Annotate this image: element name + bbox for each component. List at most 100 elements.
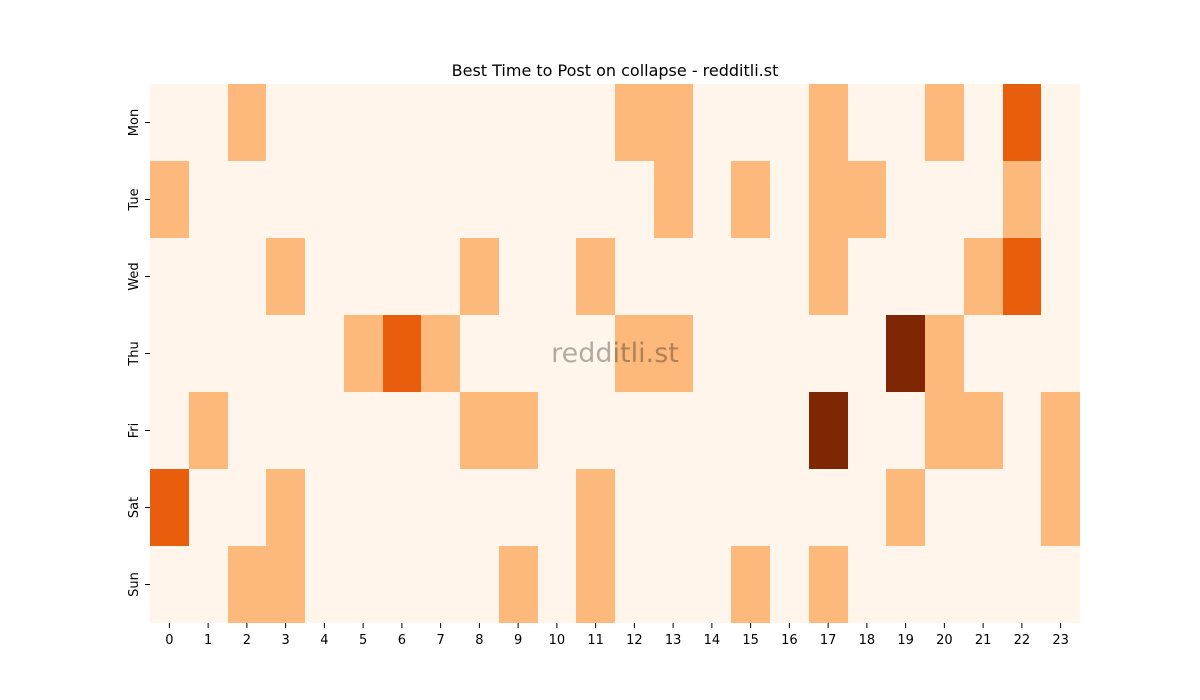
heatmap-cell-sun-18 — [848, 546, 886, 623]
heatmap-cell-sun-7 — [421, 546, 460, 623]
heatmap-cell-thu-18 — [848, 315, 886, 392]
heatmap-cell-tue-11 — [576, 161, 615, 238]
heatmap-cell-wed-17 — [809, 238, 848, 315]
heatmap-cell-sat-8 — [460, 469, 499, 546]
heatmap-cell-sun-11 — [576, 546, 615, 623]
y-tick-label-tue: Tue — [127, 188, 142, 211]
heatmap-cell-sun-10 — [538, 546, 576, 623]
heatmap-cell-sat-1 — [189, 469, 228, 546]
x-tick-label: 10 — [549, 633, 566, 648]
heatmap-cell-sun-9 — [499, 546, 538, 623]
heatmap-cell-fri-14 — [693, 392, 731, 469]
heatmap-cell-mon-17 — [809, 84, 848, 161]
x-tick-label: 3 — [281, 633, 289, 648]
heatmap-cell-thu-22 — [1003, 315, 1041, 392]
heatmap-cell-sun-19 — [886, 546, 925, 623]
heatmap-cell-mon-8 — [460, 84, 499, 161]
heatmap-cell-mon-21 — [964, 84, 1003, 161]
x-tick-label: 6 — [398, 633, 406, 648]
x-axis-ticks: 0 1 2 3 4 5 6 7 8 9 10 11 12 13 14 15 16 17 18 19 20 21 22 23 — [165, 623, 1069, 648]
heatmap-cell-mon-3 — [266, 84, 305, 161]
heatmap-cell-thu-1 — [189, 315, 228, 392]
heatmap-cell-sat-23 — [1041, 469, 1080, 546]
heatmap-cell-thu-2 — [228, 315, 266, 392]
heatmap-cell-sat-22 — [1003, 469, 1041, 546]
heatmap-cell-sat-17 — [809, 469, 848, 546]
heatmap-cell-fri-7 — [421, 392, 460, 469]
heatmap-cell-wed-9 — [499, 238, 538, 315]
x-tick-label: 16 — [781, 633, 798, 648]
heatmap-cell-sun-0 — [150, 546, 189, 623]
heatmap-cell-sat-2 — [228, 469, 266, 546]
heatmap-cell-wed-14 — [693, 238, 731, 315]
heatmap-cell-wed-16 — [770, 238, 809, 315]
heatmap-cell-wed-18 — [848, 238, 886, 315]
heatmap-cell-tue-3 — [266, 161, 305, 238]
heatmap-cell-mon-2 — [228, 84, 266, 161]
heatmap-cell-thu-0 — [150, 315, 189, 392]
heatmap-cell-tue-2 — [228, 161, 266, 238]
heatmap-cell-fri-0 — [150, 392, 189, 469]
y-tick-label-sat: Sat — [127, 497, 142, 518]
heatmap-cell-sat-3 — [266, 469, 305, 546]
chart-title: Best Time to Post on collapse - redditli… — [452, 61, 779, 80]
heatmap-cell-sun-12 — [615, 546, 654, 623]
heatmap-cell-fri-18 — [848, 392, 886, 469]
x-tick-label: 5 — [359, 633, 367, 648]
heatmap-cell-wed-4 — [305, 238, 344, 315]
heatmap-cell-wed-2 — [228, 238, 266, 315]
heatmap-cell-tue-16 — [770, 161, 809, 238]
heatmap-cell-thu-14 — [693, 315, 731, 392]
heatmap-cell-fri-16 — [770, 392, 809, 469]
y-tick-label-mon: Mon — [127, 109, 142, 136]
heatmap-cell-wed-11 — [576, 238, 615, 315]
heatmap-cell-mon-5 — [344, 84, 383, 161]
heatmap-cell-thu-20 — [925, 315, 964, 392]
heatmap-cell-mon-1 — [189, 84, 228, 161]
heatmap-cell-fri-6 — [383, 392, 421, 469]
heatmap-cell-fri-22 — [1003, 392, 1041, 469]
heatmap-cell-sun-16 — [770, 546, 809, 623]
heatmap-cell-sat-10 — [538, 469, 576, 546]
watermark: redditli.st — [551, 338, 679, 369]
heatmap-cell-wed-8 — [460, 238, 499, 315]
heatmap-cell-thu-21 — [964, 315, 1003, 392]
heatmap-cell-fri-19 — [886, 392, 925, 469]
heatmap-cell-thu-10 — [538, 315, 576, 392]
heatmap-cell-thu-6 — [383, 315, 421, 392]
heatmap-cell-mon-18 — [848, 84, 886, 161]
y-tick-label-fri: Fri — [127, 423, 142, 439]
heatmap-cell-wed-15 — [731, 238, 770, 315]
heatmap-cell-sat-13 — [654, 469, 693, 546]
heatmap-cell-mon-10 — [538, 84, 576, 161]
heatmap-cell-sun-23 — [1041, 546, 1080, 623]
y-tick-label-wed: Wed — [127, 262, 142, 290]
heatmap-cell-wed-21 — [964, 238, 1003, 315]
heatmap-cell-wed-5 — [344, 238, 383, 315]
heatmap-cell-thu-19 — [886, 315, 925, 392]
heatmap-cell-fri-9 — [499, 392, 538, 469]
heatmap-cell-thu-9 — [499, 315, 538, 392]
heatmap-cell-wed-12 — [615, 238, 654, 315]
x-tick-label: 18 — [859, 633, 876, 648]
y-tick-label-thu: Thu — [127, 341, 142, 366]
heatmap-cell-mon-12 — [615, 84, 654, 161]
y-axis-ticks: Mon Tue Wed Thu Fri Sat Sun — [127, 109, 150, 597]
heatmap-cell-fri-11 — [576, 392, 615, 469]
heatmap-cell-wed-22 — [1003, 238, 1041, 315]
heatmap-cell-mon-11 — [576, 84, 615, 161]
heatmap-cell-sat-18 — [848, 469, 886, 546]
x-tick-label: 1 — [204, 633, 212, 648]
heatmap-cell-sun-2 — [228, 546, 266, 623]
heatmap-cell-wed-23 — [1041, 238, 1080, 315]
heatmap-cell-wed-19 — [886, 238, 925, 315]
x-tick-label: 17 — [820, 633, 837, 648]
heatmap-cell-fri-2 — [228, 392, 266, 469]
heatmap-cell-tue-19 — [886, 161, 925, 238]
x-tick-label: 15 — [742, 633, 759, 648]
heatmap-cell-wed-3 — [266, 238, 305, 315]
heatmap-cell-thu-7 — [421, 315, 460, 392]
heatmap-cell-sun-1 — [189, 546, 228, 623]
